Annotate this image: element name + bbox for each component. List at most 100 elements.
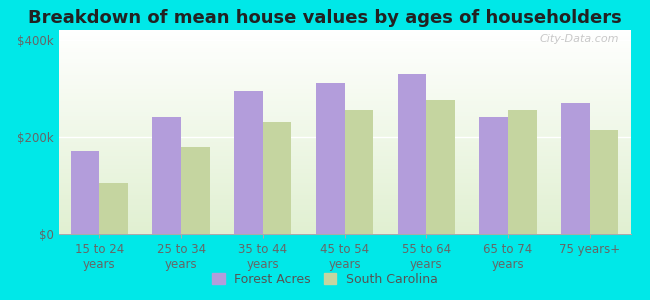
Bar xyxy=(508,110,536,234)
Bar xyxy=(58,75,630,77)
Bar xyxy=(58,110,630,112)
Bar xyxy=(58,181,630,183)
Bar xyxy=(58,187,630,189)
Bar xyxy=(58,118,630,120)
Bar xyxy=(58,52,630,55)
Bar xyxy=(58,201,630,203)
Bar xyxy=(479,117,508,234)
Bar xyxy=(58,56,630,58)
Bar xyxy=(58,71,630,73)
Bar xyxy=(58,32,630,34)
Bar xyxy=(58,122,630,124)
Bar xyxy=(58,91,630,93)
Bar xyxy=(58,144,630,146)
Bar xyxy=(58,183,630,185)
Bar xyxy=(58,99,630,101)
Bar xyxy=(58,67,630,69)
Bar xyxy=(58,69,630,71)
Bar xyxy=(58,163,630,165)
Bar xyxy=(58,177,630,179)
Bar xyxy=(58,30,630,32)
Bar xyxy=(58,220,630,222)
Bar xyxy=(58,97,630,99)
Text: Breakdown of mean house values by ages of householders: Breakdown of mean house values by ages o… xyxy=(28,9,622,27)
Bar xyxy=(58,101,630,103)
Bar xyxy=(58,103,630,106)
Bar xyxy=(58,120,630,122)
Bar xyxy=(58,142,630,144)
Bar xyxy=(58,79,630,81)
Bar xyxy=(344,110,373,234)
Bar xyxy=(58,209,630,211)
Bar xyxy=(58,44,630,46)
Bar xyxy=(58,112,630,114)
Bar xyxy=(58,140,630,142)
Bar xyxy=(58,116,630,118)
Bar xyxy=(99,183,128,234)
Bar xyxy=(58,148,630,150)
Bar xyxy=(58,173,630,175)
Bar xyxy=(58,175,630,177)
Bar xyxy=(234,91,263,234)
Bar xyxy=(58,199,630,201)
Bar xyxy=(58,81,630,83)
Bar xyxy=(58,222,630,224)
Bar xyxy=(58,232,630,234)
Legend: Forest Acres, South Carolina: Forest Acres, South Carolina xyxy=(207,268,443,291)
Bar xyxy=(58,191,630,193)
Bar xyxy=(58,226,630,228)
Bar xyxy=(398,74,426,234)
Bar xyxy=(58,36,630,38)
Bar xyxy=(58,77,630,79)
Bar xyxy=(263,122,291,234)
Bar xyxy=(58,160,630,163)
Bar xyxy=(58,228,630,230)
Bar xyxy=(58,87,630,89)
Bar xyxy=(58,114,630,116)
Bar xyxy=(58,193,630,195)
Bar xyxy=(58,106,630,107)
Bar xyxy=(58,61,630,63)
Bar xyxy=(58,89,630,91)
Bar xyxy=(58,169,630,171)
Bar xyxy=(58,132,630,134)
Bar xyxy=(58,136,630,138)
Bar xyxy=(58,218,630,220)
Bar xyxy=(590,130,618,234)
Bar xyxy=(71,152,99,234)
Bar xyxy=(58,167,630,169)
Bar xyxy=(58,95,630,97)
Bar xyxy=(58,157,630,158)
Bar xyxy=(58,195,630,197)
Bar xyxy=(58,224,630,226)
Bar xyxy=(58,214,630,216)
Bar xyxy=(58,203,630,206)
Bar xyxy=(181,147,210,234)
Bar xyxy=(58,189,630,191)
Bar xyxy=(58,197,630,199)
Bar xyxy=(58,134,630,136)
Bar xyxy=(58,83,630,85)
Bar xyxy=(58,107,630,110)
Bar xyxy=(58,171,630,173)
Bar xyxy=(58,185,630,187)
Text: City-Data.com: City-Data.com xyxy=(540,34,619,44)
Bar xyxy=(58,165,630,167)
Bar xyxy=(58,130,630,132)
Bar xyxy=(58,50,630,52)
Bar xyxy=(426,100,455,234)
Bar xyxy=(58,93,630,95)
Bar xyxy=(58,179,630,181)
Bar xyxy=(58,38,630,40)
Bar xyxy=(58,146,630,148)
Bar xyxy=(58,152,630,154)
Bar xyxy=(58,138,630,140)
Bar xyxy=(58,216,630,218)
Bar xyxy=(58,126,630,128)
Bar xyxy=(58,208,630,209)
Bar xyxy=(58,128,630,130)
Bar xyxy=(58,158,630,160)
Bar xyxy=(58,63,630,65)
Bar xyxy=(58,40,630,42)
Bar xyxy=(561,103,590,234)
